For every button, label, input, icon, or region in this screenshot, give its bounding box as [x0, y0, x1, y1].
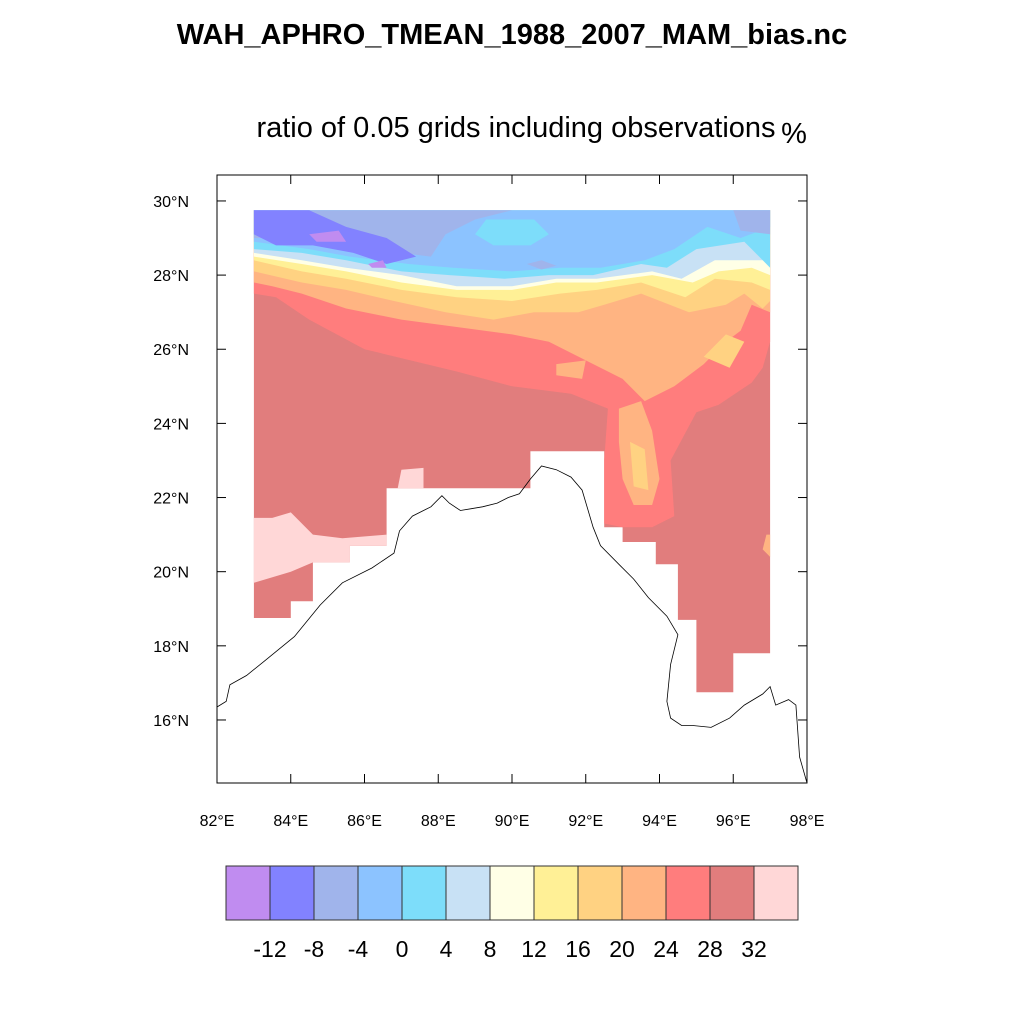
y-axis: 16°N 18°N 20°N 22°N 24°N 26°N 28°N 30°N — [153, 194, 807, 730]
contour-region-16 — [475, 219, 549, 246]
colorbar-swatch — [753, 865, 799, 921]
colorbar-label: 24 — [653, 936, 679, 962]
contour-region-18 — [733, 210, 771, 235]
colorbar-swatch — [621, 865, 667, 921]
colorbar-swatch — [445, 865, 491, 921]
contour-region-10 — [630, 441, 649, 491]
x-tick-label: 90°E — [495, 813, 530, 830]
x-tick-label: 94°E — [642, 813, 677, 830]
y-tick-label: 24°N — [153, 416, 189, 433]
y-tick-label: 20°N — [153, 565, 189, 582]
colorbar-swatch — [269, 865, 315, 921]
units-label: % — [781, 118, 807, 150]
colorbar-label: 12 — [521, 936, 547, 962]
contour-region-2 — [397, 467, 424, 489]
y-tick-label: 22°N — [153, 491, 189, 508]
x-axis: 82°E 84°E 86°E 88°E 90°E 92°E 94°E 96°E 98°E — [200, 175, 825, 830]
colorbar-swatch — [357, 865, 403, 921]
x-tick-label: 82°E — [200, 813, 235, 830]
colorbar-swatch — [401, 865, 447, 921]
colorbar-swatch — [313, 865, 359, 921]
x-tick-label: 84°E — [273, 813, 308, 830]
contour-region-1 — [253, 512, 387, 583]
x-tick-label: 88°E — [421, 813, 456, 830]
figure-subtitle: ratio of 0.05 grids including observatio… — [256, 112, 775, 144]
colorbar-swatch — [489, 865, 535, 921]
y-tick-label: 30°N — [153, 194, 189, 211]
x-tick-label: 96°E — [716, 813, 751, 830]
colorbar-label: 4 — [440, 936, 453, 962]
contour-region-6 — [556, 360, 586, 379]
x-tick-label: 98°E — [790, 813, 825, 830]
contour-region-9 — [703, 334, 745, 368]
colorbar-label: 8 — [484, 936, 497, 962]
figure-title: WAH_APHRO_TMEAN_1988_2007_MAM_bias.nc — [177, 19, 847, 51]
y-tick-label: 16°N — [153, 713, 189, 730]
contour-region-22 — [368, 260, 387, 268]
colorbar-swatch — [533, 865, 579, 921]
colorbar-label: -12 — [253, 936, 286, 962]
contour-region-21 — [309, 230, 347, 242]
contour-region-19 — [526, 260, 557, 270]
colorbar-label: -8 — [304, 936, 324, 962]
y-tick-label: 18°N — [153, 639, 189, 656]
colorbar-label: -4 — [348, 936, 369, 962]
colorbar-swatch — [225, 865, 271, 921]
x-tick-label: 86°E — [347, 813, 382, 830]
colorbar: -12 -8 -4 0 4 8 12 16 20 24 28 32 — [225, 865, 799, 962]
colorbar-swatch — [665, 865, 711, 921]
colorbar-label: 16 — [565, 936, 591, 962]
colorbar-label: 28 — [697, 936, 723, 962]
x-tick-label: 92°E — [568, 813, 603, 830]
y-tick-label: 26°N — [153, 342, 189, 359]
colorbar-swatch — [577, 865, 623, 921]
colorbar-swatch — [709, 865, 755, 921]
y-tick-label: 28°N — [153, 268, 189, 285]
colorbar-label: 32 — [741, 936, 767, 962]
coastline — [217, 465, 807, 783]
colorbar-label: 0 — [396, 936, 409, 962]
contour-region-7 — [762, 534, 771, 557]
bias-field — [253, 210, 771, 693]
colorbar-label: 20 — [609, 936, 635, 962]
